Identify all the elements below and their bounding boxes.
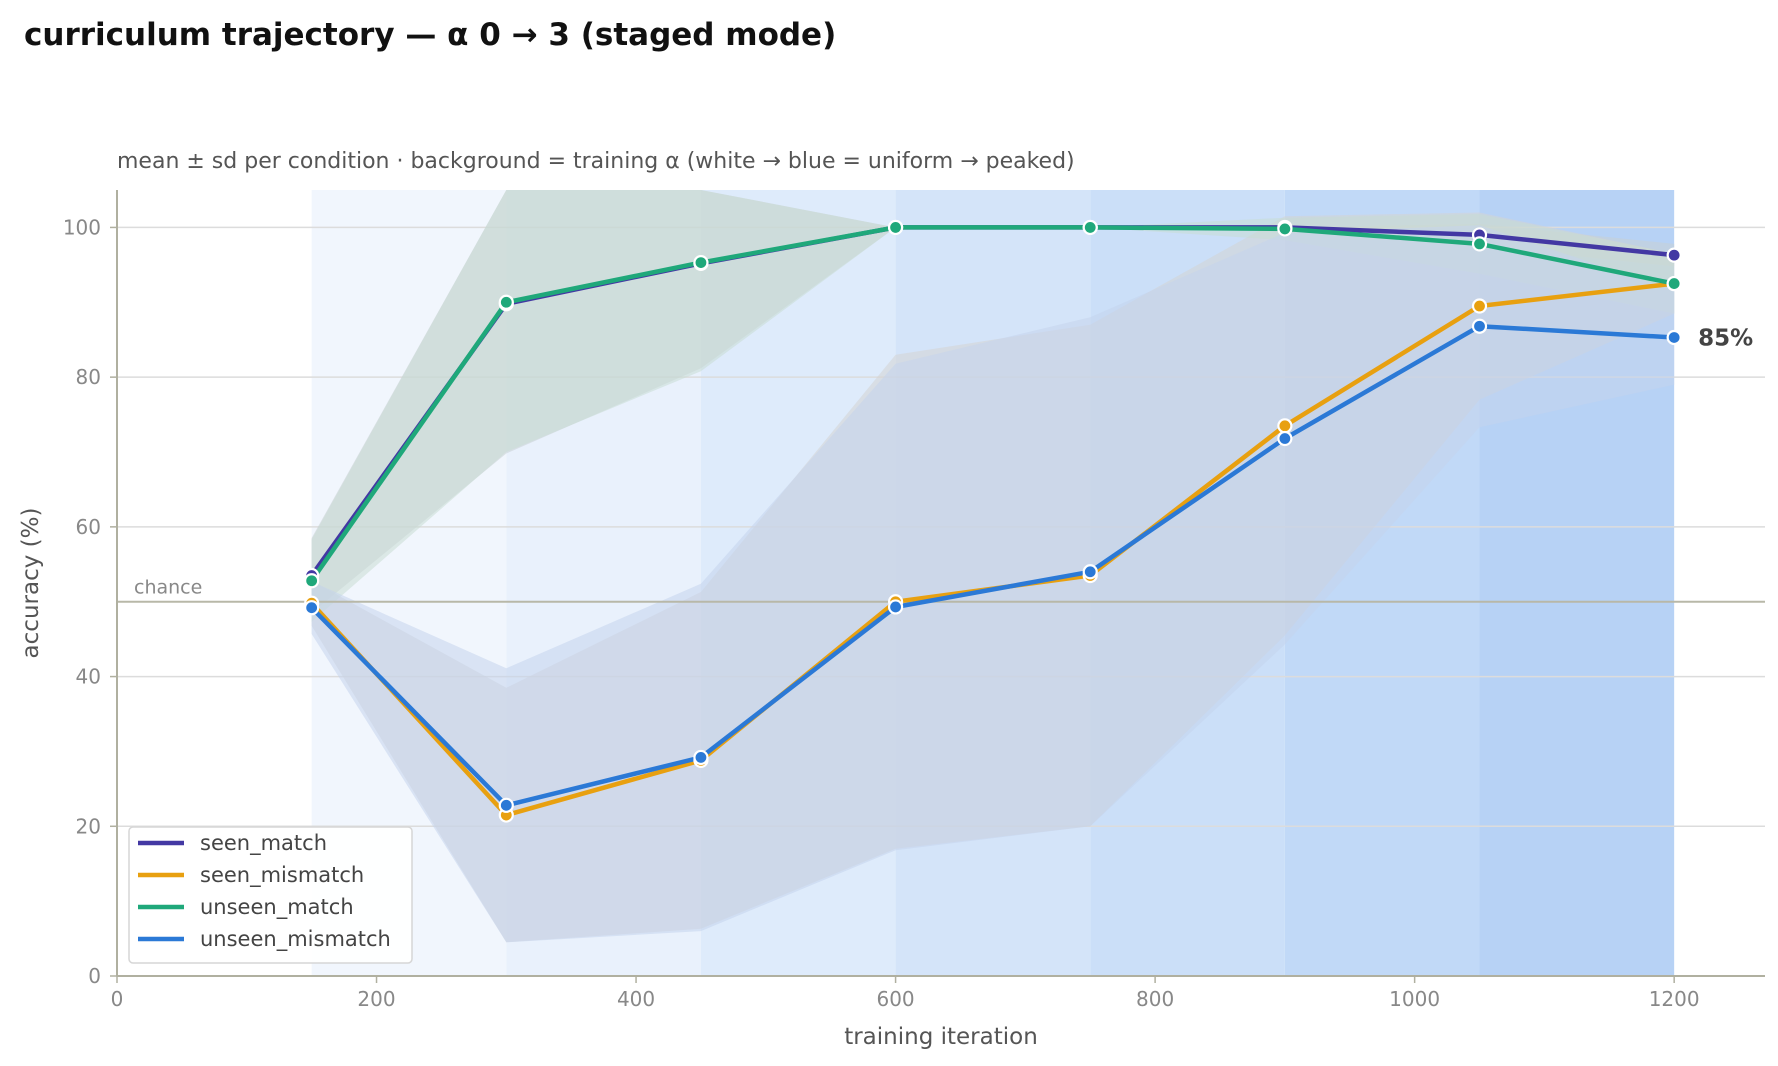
legend-label-unseen_mismatch: unseen_mismatch [200,927,391,952]
legend-box [128,826,413,964]
data-point-unseen_match-1200 [1666,275,1682,292]
x-tick-label-400: 400 [617,987,655,1011]
x-tick-label-600: 600 [876,987,914,1011]
annotations: 85% [1698,325,1753,351]
data-point-unseen_mismatch-1200 [1666,329,1682,346]
data-point-unseen_match-900 [1277,221,1293,237]
x-axis-label: training iteration [844,1024,1038,1050]
data-point-unseen_match-150 [304,573,320,589]
chart-title: curriculum trajectory — α 0 → 3 (staged … [24,17,836,53]
legend-label-seen_mismatch: seen_mismatch [200,863,364,888]
chance-label: chance [134,577,202,599]
data-point-seen_mismatch-900 [1277,418,1293,434]
x-tick-label-0: 0 [111,987,124,1011]
data-point-unseen_mismatch-900 [1277,430,1293,447]
y-tick-label-80: 80 [76,365,101,389]
y-tick-label-60: 60 [76,515,101,539]
data-point-unseen_mismatch-750 [1082,564,1098,580]
y-tick-label-20: 20 [76,814,101,838]
tick-labels: 0 200 400 600 800 1000 1200 0 20 40 60 80 100 [63,215,1700,1011]
series-points [304,219,1682,823]
y-axis-label: accuracy (%) [18,508,44,659]
chart-subtitle: mean ± sd per condition · background = t… [117,149,1075,174]
legend: seen_match seen_mismatch unseen_matchunsee… [128,826,413,964]
end-value-label: 85% [1698,325,1753,351]
x-tick-label-1000: 1000 [1389,987,1440,1011]
data-point-unseen_mismatch-450 [693,749,709,766]
data-point-unseen_mismatch-1050 [1471,318,1488,334]
sd-band-unseen_match [311,190,1675,622]
legend-label-seen_match: seen_match [200,831,327,856]
chance-line-group: chance [117,577,1765,603]
x-tick-label-1200: 1200 [1649,987,1700,1011]
series-lines [309,225,1677,818]
axes [116,190,1765,977]
data-point-seen_mismatch-1050 [1471,298,1488,314]
x-tick-label-200: 200 [357,987,395,1011]
data-point-unseen_mismatch-300 [498,797,514,813]
data-point-unseen_mismatch-600 [887,599,904,615]
data-point-unseen_match-450 [693,255,709,271]
x-tick-label-800: 800 [1136,987,1174,1011]
legend-label-unseen_match: unseen_match [200,895,354,920]
data-point-seen_match-1200 [1666,247,1682,263]
data-point-unseen_mismatch-150 [304,600,320,616]
data-point-unseen_match-300 [498,294,514,310]
series-line-unseen_match [309,225,1677,584]
series-line-unseen_mismatch [309,323,1677,808]
data-point-unseen_match-750 [1082,219,1098,236]
y-tick-label-40: 40 [76,665,101,689]
data-point-unseen_match-1050 [1471,236,1488,252]
y-tick-label-100: 100 [63,215,101,239]
sd-band-unseen_mismatch [311,225,1675,943]
y-tick-label-0: 0 [88,964,101,988]
data-point-unseen_match-600 [887,219,904,236]
